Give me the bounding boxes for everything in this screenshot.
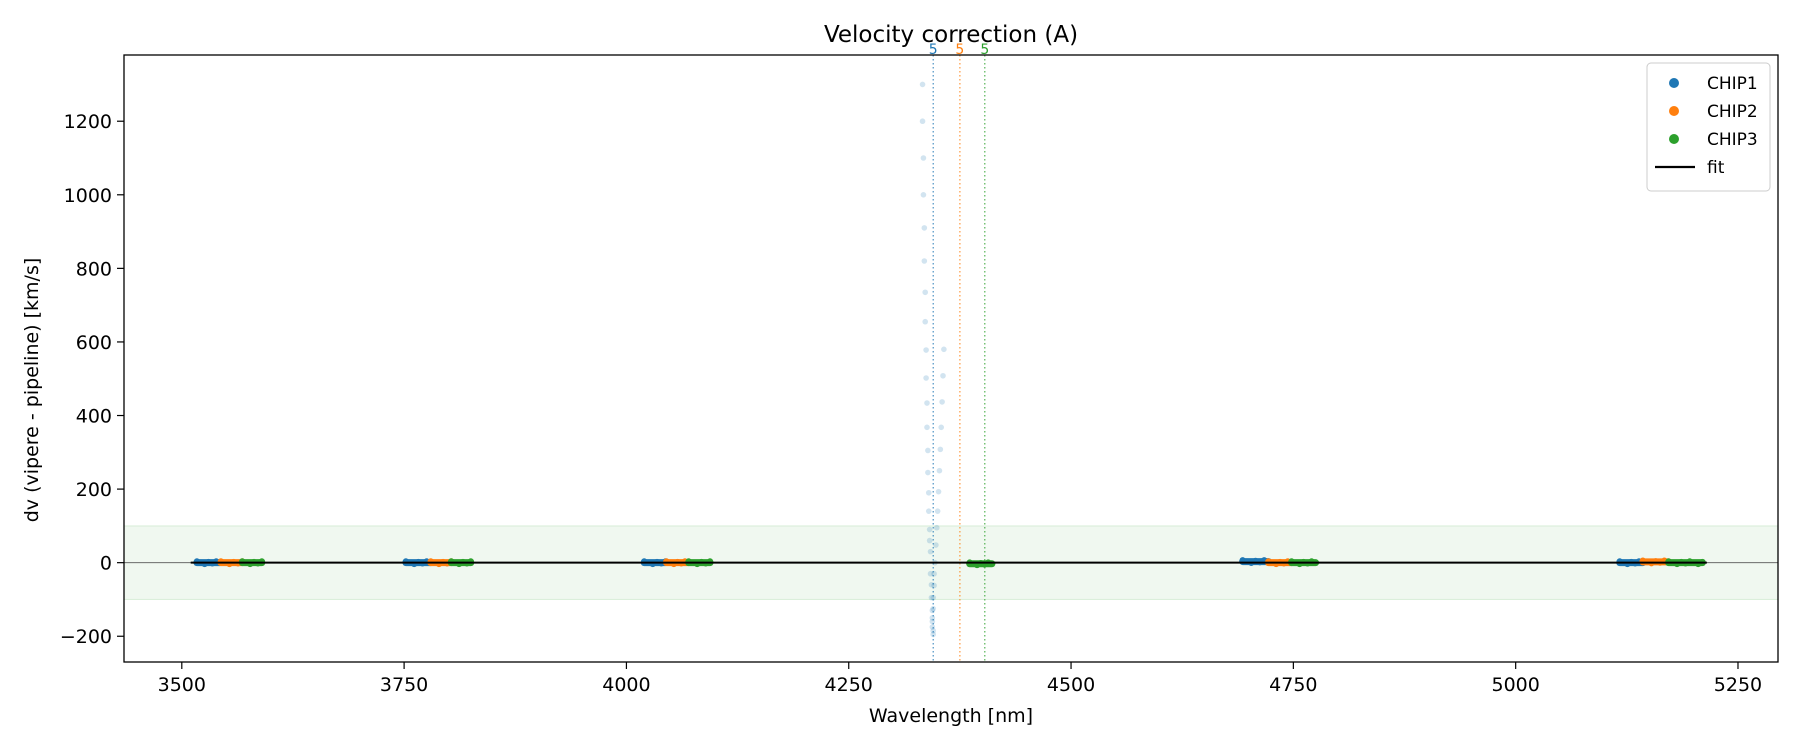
x-tick-label-5250: 5250 bbox=[1714, 674, 1762, 696]
outlier-point-13 bbox=[925, 469, 931, 476]
y-tick-label-400: 400 bbox=[76, 406, 112, 428]
outlier-point-10 bbox=[924, 400, 930, 406]
y-tick-label--200: −200 bbox=[60, 626, 112, 648]
x-tick-label-4000: 4000 bbox=[602, 674, 650, 696]
order-line-label-2: 5 bbox=[980, 42, 989, 58]
outlier-point-17 bbox=[926, 537, 933, 544]
chip3-cluster-3 bbox=[966, 559, 996, 569]
outlier-point-7 bbox=[922, 318, 929, 325]
outlier-point-16 bbox=[926, 526, 933, 533]
legend-item-chip2: CHIP2 bbox=[1669, 102, 1758, 122]
outlier-point-9 bbox=[923, 375, 929, 381]
plot-frame bbox=[123, 54, 1779, 663]
chart-title: Velocity correction (A) bbox=[824, 22, 1078, 48]
chip3-point bbox=[988, 560, 996, 567]
legend: CHIP1 CHIP2 CHIP3 fit bbox=[1646, 62, 1771, 192]
outlier-point-31 bbox=[936, 467, 943, 474]
outlier-point-6 bbox=[922, 289, 929, 296]
outlier-point-21 bbox=[928, 594, 935, 601]
outlier-point-26 bbox=[941, 346, 947, 353]
outlier-point-18 bbox=[927, 548, 934, 555]
plot-data bbox=[190, 81, 1707, 638]
outlier-point-4 bbox=[921, 225, 928, 231]
y-axis: −200 0 200 400 600 800 1000 1200 bbox=[60, 111, 124, 648]
x-tick-label-3500: 3500 bbox=[158, 674, 206, 696]
y-tick-label-1000: 1000 bbox=[64, 185, 112, 207]
outlier-point-29 bbox=[938, 424, 945, 431]
outlier-point-33 bbox=[934, 508, 941, 514]
y-tick-label-200: 200 bbox=[76, 479, 112, 501]
outlier-point-14 bbox=[925, 489, 932, 496]
outlier-point-40 bbox=[930, 605, 937, 612]
outlier-point-42 bbox=[929, 624, 936, 630]
y-tick-label-600: 600 bbox=[76, 332, 112, 354]
outlier-point-5 bbox=[921, 258, 928, 264]
outlier-point-8 bbox=[923, 347, 929, 353]
x-axis-label: Wavelength [nm] bbox=[869, 705, 1033, 727]
x-tick-label-4250: 4250 bbox=[825, 674, 873, 696]
legend-swatch-chip1 bbox=[1669, 78, 1679, 88]
chip3-point bbox=[258, 558, 266, 565]
outlier-point-23 bbox=[929, 618, 936, 625]
legend-item-chip1: CHIP1 bbox=[1669, 74, 1758, 94]
legend-swatch-chip3 bbox=[1669, 134, 1679, 144]
x-axis: 3500 3750 4000 4250 4500 4750 5000 5250 bbox=[158, 662, 1762, 696]
legend-label-chip3: CHIP3 bbox=[1707, 130, 1758, 150]
y-tick-label-0: 0 bbox=[100, 553, 112, 575]
order-line-label-0: 5 bbox=[929, 42, 938, 58]
x-tick-label-5000: 5000 bbox=[1491, 674, 1539, 696]
y-tick-label-800: 800 bbox=[76, 258, 112, 280]
outlier-point-32 bbox=[935, 488, 942, 495]
x-tick-label-4750: 4750 bbox=[1269, 674, 1317, 696]
outlier-point-41 bbox=[929, 615, 936, 621]
legend-label-fit: fit bbox=[1707, 158, 1725, 178]
outlier-point-0 bbox=[919, 81, 926, 88]
outlier-point-12 bbox=[925, 447, 931, 454]
chip3-point bbox=[706, 558, 714, 565]
outlier-point-27 bbox=[940, 372, 946, 379]
order-line-label-1: 5 bbox=[955, 42, 964, 58]
legend-label-chip1: CHIP1 bbox=[1707, 74, 1758, 94]
x-tick-label-4500: 4500 bbox=[1047, 674, 1095, 696]
legend-swatch-chip2 bbox=[1669, 106, 1679, 116]
y-tick-label-1200: 1200 bbox=[64, 111, 112, 133]
outlier-point-19 bbox=[927, 570, 934, 577]
outlier-point-30 bbox=[937, 446, 944, 453]
legend-box bbox=[1646, 62, 1771, 192]
x-tick-label-3750: 3750 bbox=[380, 674, 428, 696]
legend-label-chip2: CHIP2 bbox=[1707, 102, 1758, 122]
outlier-point-28 bbox=[939, 399, 945, 405]
outlier-point-37 bbox=[931, 570, 937, 577]
outlier-point-2 bbox=[920, 155, 927, 161]
outlier-point-35 bbox=[933, 542, 939, 548]
outlier-point-22 bbox=[929, 607, 936, 614]
outlier-point-1 bbox=[919, 118, 926, 125]
outlier-point-38 bbox=[931, 582, 937, 589]
outlier-point-15 bbox=[925, 508, 932, 514]
y-axis-label: dv (vipere - pipeline) [km/s] bbox=[21, 258, 43, 523]
legend-item-fit: fit bbox=[1655, 158, 1725, 178]
chip3-point bbox=[467, 558, 475, 565]
outlier-point-25 bbox=[930, 631, 937, 638]
legend-item-chip3: CHIP3 bbox=[1669, 130, 1758, 150]
outlier-point-24 bbox=[930, 627, 937, 634]
outlier-point-20 bbox=[928, 581, 935, 588]
outlier-point-11 bbox=[924, 424, 930, 431]
outlier-point-34 bbox=[933, 524, 940, 531]
outlier-point-3 bbox=[920, 191, 927, 198]
outlier-point-39 bbox=[930, 594, 937, 601]
